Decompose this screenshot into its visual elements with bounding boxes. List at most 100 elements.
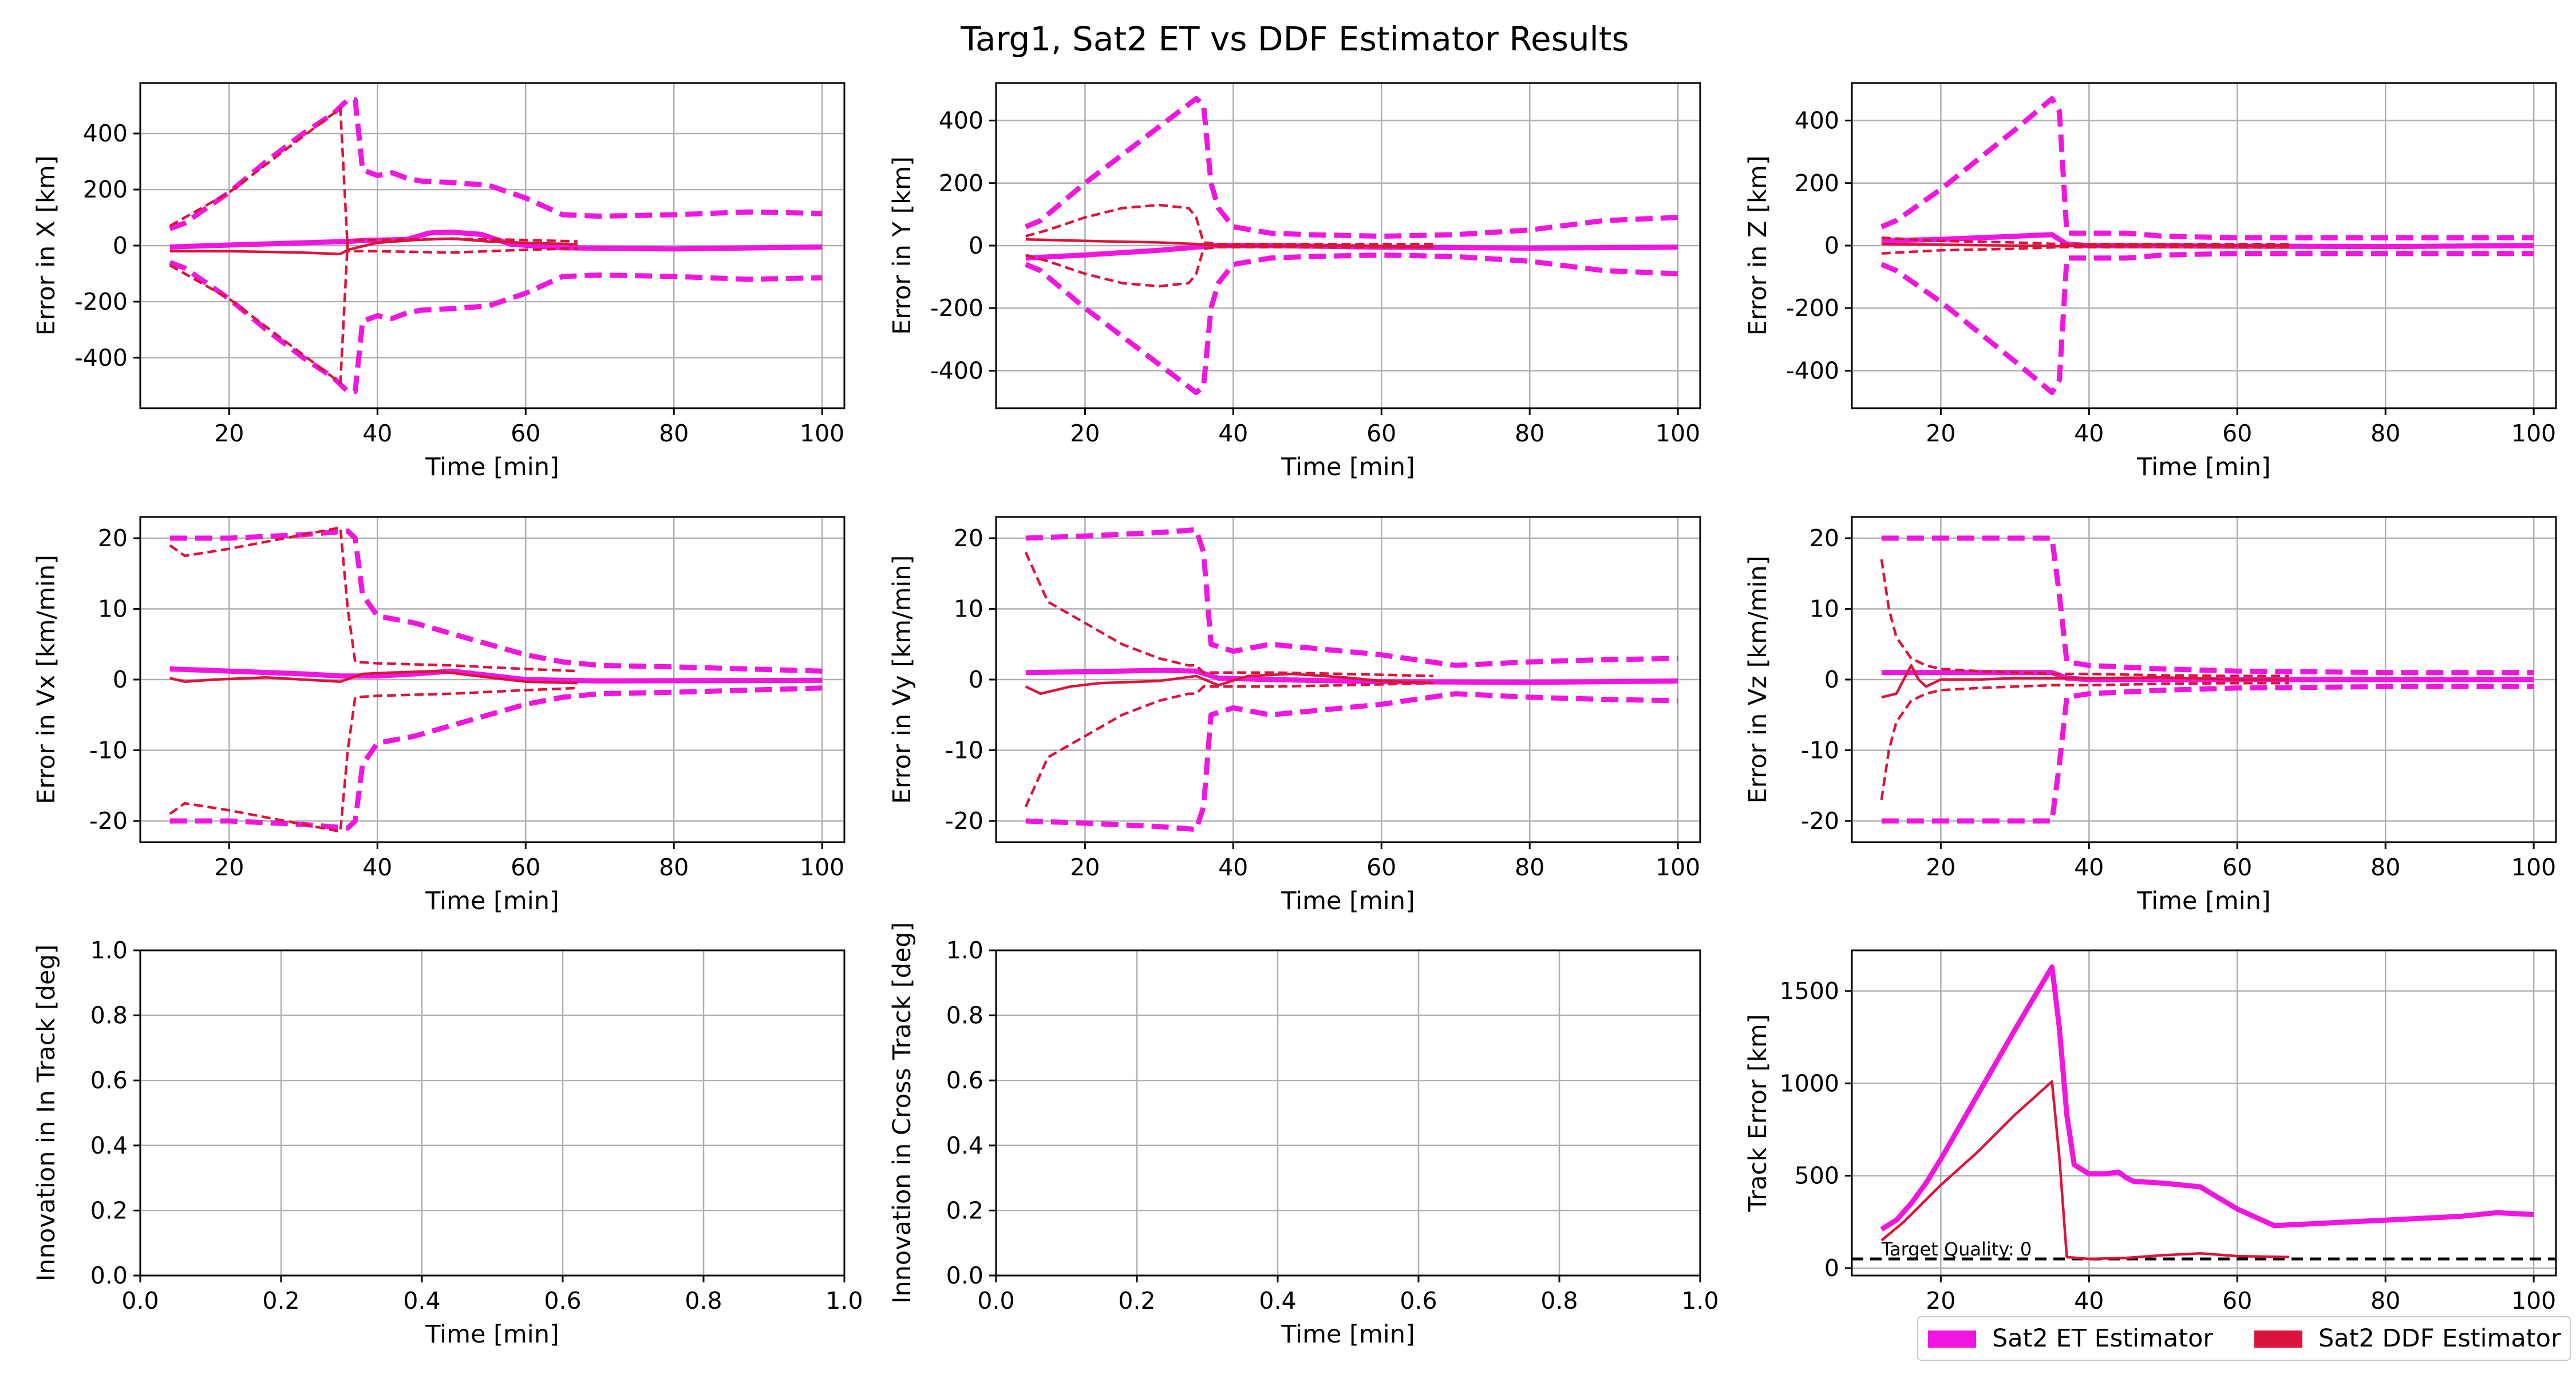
y-tick-label: 0.8 (90, 1002, 128, 1029)
series-line-ddf-error (1025, 238, 1433, 248)
x-tick-label: 0.2 (1118, 1287, 1155, 1314)
x-tick-label: 20 (1926, 420, 1955, 447)
x-tick-label: 60 (2222, 854, 2252, 881)
y-tick-label: 0.6 (946, 1067, 983, 1094)
y-tick-label: 10 (1809, 595, 1839, 623)
x-tick-label: 0.8 (685, 1287, 722, 1314)
x-tick-label: 20 (1926, 1287, 1955, 1314)
y-tick-label: 0.0 (90, 1262, 128, 1289)
series-line-et-cov-upper (169, 528, 823, 674)
x-tick-label: 60 (511, 420, 540, 447)
figure-title: Targ1, Sat2 ET vs DDF Estimator Results (960, 19, 1629, 58)
y-tick-label: -10 (89, 736, 128, 764)
x-tick-label: 0.6 (1400, 1287, 1437, 1314)
target-quality-annotation: Target Quality: 0 (1881, 1238, 2032, 1260)
subplot-5: 20 40 60 80 100 -20 -10 0 10 20 Time [min] Error in… (888, 516, 1701, 915)
y-tick-label: -200 (1786, 294, 1839, 322)
plot-area (1880, 96, 2534, 396)
series-line-et-cov-lower (1025, 691, 1678, 832)
x-tick-label: 0.0 (121, 1287, 159, 1314)
y-axis-label: Error in X [km] (32, 156, 61, 336)
series-line-ddf-cov-lower (169, 686, 578, 833)
series-line-et-cov-lower (169, 260, 823, 394)
x-tick-label: 100 (800, 854, 844, 881)
series-line-ddf-cov-upper (169, 526, 578, 673)
series-line-et-cov-upper (169, 97, 823, 231)
y-tick-label: 1500 (1780, 977, 1839, 1005)
plot-area (1024, 527, 1678, 832)
legend-swatch-et (1928, 1330, 1976, 1348)
x-tick-label: 100 (2511, 420, 2556, 447)
series-line-et-cov-lower (1881, 684, 2534, 824)
series-line-et-cov-upper (1880, 96, 2534, 240)
x-tick-label: 20 (214, 854, 244, 881)
x-tick-label: 0.0 (977, 1287, 1014, 1314)
x-tick-label: 80 (2370, 1287, 2400, 1314)
legend: Sat2 ET Estimator Sat2 DDF Estimator (1917, 1316, 2571, 1361)
x-tick-label: 60 (511, 854, 540, 881)
subplot-6: 20 40 60 80 100 -20 -10 0 10 20 Time [min] Error in… (1744, 516, 2557, 915)
x-tick-label: 80 (659, 854, 689, 881)
x-tick-label: 100 (1656, 420, 1700, 447)
series-line-ddf-cov-lower (169, 237, 578, 385)
x-tick-label: 40 (2074, 420, 2104, 447)
x-tick-label: 100 (1656, 854, 1700, 881)
y-tick-label: -400 (74, 344, 128, 372)
x-tick-label: 80 (1515, 854, 1544, 881)
x-tick-label: 40 (1218, 854, 1248, 881)
y-tick-label: 1.0 (90, 937, 128, 964)
y-tick-label: 1000 (1780, 1069, 1839, 1097)
y-tick-label: 0.8 (946, 1002, 983, 1029)
y-axis-label: Innovation in In Track [deg] (32, 945, 61, 1282)
x-tick-label: 0.6 (544, 1287, 581, 1314)
y-tick-label: -200 (930, 294, 983, 322)
y-tick-label: -20 (89, 807, 128, 835)
legend-label-ddf: Sat2 DDF Estimator (2318, 1324, 2561, 1353)
y-tick-label: 400 (83, 120, 128, 147)
y-axis-label: Error in Vx [km/min] (32, 555, 61, 804)
y-tick-label: -10 (945, 736, 983, 764)
subplot-8: 0.0 0.2 0.4 0.6 0.8 1.0 0.0 0.2 0.4 0.6 0.8 1.0 Time… (888, 922, 1719, 1349)
subplot-3: 20 40 60 80 100 -400 -200 0 200 400 Time [min] Erro… (1744, 82, 2557, 481)
x-tick-label: 0.8 (1540, 1287, 1578, 1314)
y-tick-label: 0.4 (90, 1132, 128, 1159)
x-tick-label: 1.0 (1681, 1287, 1718, 1314)
y-tick-label: -200 (74, 288, 128, 315)
x-tick-label: 40 (362, 420, 392, 447)
legend-frame (1917, 1316, 2571, 1361)
y-tick-label: 0 (969, 232, 983, 259)
series-line-ddf-error (169, 669, 578, 685)
series-line-ddf-cov-upper (1024, 551, 1433, 678)
x-tick-label: 40 (2074, 854, 2104, 881)
legend-label-et: Sat2 ET Estimator (1992, 1324, 2213, 1353)
x-tick-label: 40 (1218, 420, 1248, 447)
y-axis-label: Error in Vz [km/min] (1744, 556, 1772, 804)
y-axis-label: Error in Vy [km/min] (888, 555, 916, 804)
y-tick-label: 1.0 (946, 937, 983, 964)
x-axis-label: Time [min] (1281, 1320, 1415, 1349)
y-axis-label: Error in Y [km] (888, 156, 916, 335)
y-tick-label: 0 (969, 666, 983, 693)
y-tick-label: 400 (939, 107, 983, 135)
subplot-4: 20 40 60 80 100 -20 -10 0 10 20 Time [min] Error in… (32, 516, 846, 915)
series-line-et-track (1880, 964, 2534, 1232)
plot-area (1852, 964, 2556, 1261)
y-axis-label: Error in Z [km] (1744, 156, 1772, 336)
y-tick-label: 400 (1795, 107, 1839, 135)
series-line-ddf-error (169, 237, 578, 255)
y-tick-label: 200 (1795, 169, 1839, 197)
series-line-et-cov-upper (1881, 535, 2534, 676)
y-tick-label: 20 (954, 524, 983, 552)
plot-area (169, 526, 823, 833)
x-tick-label: 60 (1366, 854, 1396, 881)
series-line-ddf-cov-lower (1881, 246, 2289, 255)
y-tick-label: 10 (98, 595, 128, 623)
x-tick-label: 60 (2222, 1287, 2252, 1314)
x-tick-label: 20 (214, 420, 244, 447)
x-tick-label: 1.0 (825, 1287, 863, 1314)
series-line-et-cov-upper (1025, 96, 1678, 239)
series-line-et-cov-lower (1880, 251, 2534, 396)
y-axis-label: Track Error [km] (1744, 1014, 1772, 1212)
